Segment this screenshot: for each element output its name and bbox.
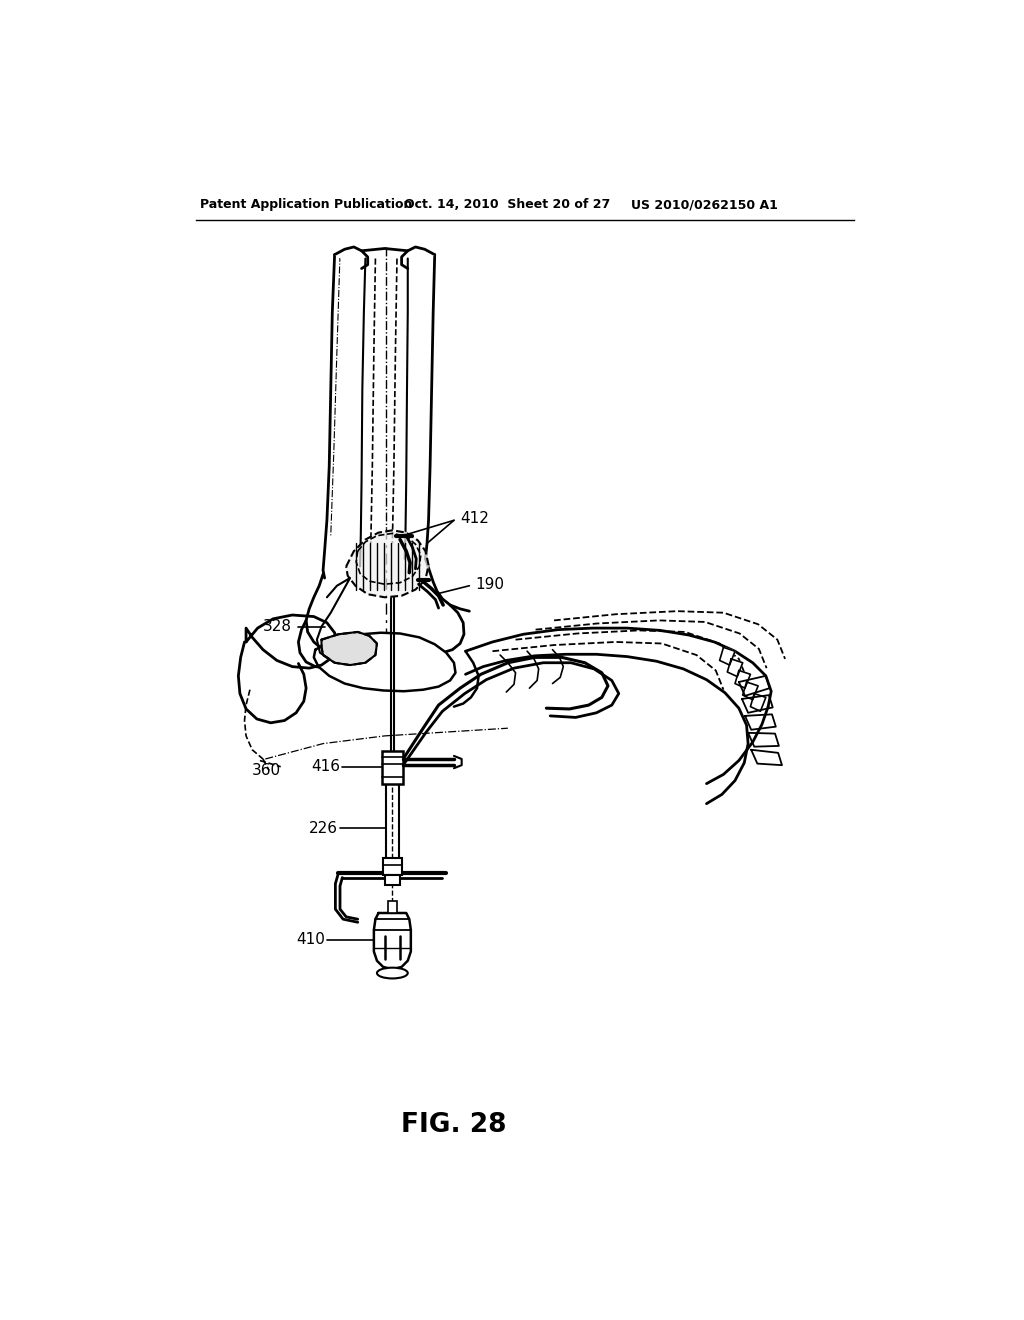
Text: 360: 360: [252, 763, 282, 777]
Polygon shape: [735, 671, 751, 688]
Text: Patent Application Publication: Patent Application Publication: [200, 198, 413, 211]
Text: 416: 416: [311, 759, 341, 775]
Polygon shape: [742, 682, 758, 700]
Ellipse shape: [377, 968, 408, 978]
Bar: [385, 874, 400, 886]
Text: US 2010/0262150 A1: US 2010/0262150 A1: [631, 198, 778, 211]
Bar: [383, 858, 401, 875]
Polygon shape: [346, 531, 429, 597]
Text: 328: 328: [263, 619, 292, 634]
Text: 410: 410: [296, 932, 325, 948]
Text: 226: 226: [309, 821, 338, 836]
Text: 190: 190: [475, 577, 505, 591]
Polygon shape: [239, 642, 306, 723]
Text: FIG. 28: FIG. 28: [401, 1111, 507, 1138]
Polygon shape: [246, 615, 337, 668]
Polygon shape: [720, 647, 735, 665]
Bar: [382, 751, 403, 784]
Polygon shape: [751, 693, 766, 711]
Polygon shape: [727, 659, 742, 677]
Text: 412: 412: [460, 511, 489, 527]
Polygon shape: [322, 632, 377, 665]
Polygon shape: [401, 247, 435, 268]
Text: Oct. 14, 2010  Sheet 20 of 27: Oct. 14, 2010 Sheet 20 of 27: [403, 198, 610, 211]
Polygon shape: [335, 247, 368, 268]
Polygon shape: [374, 913, 411, 969]
Polygon shape: [313, 632, 456, 692]
Bar: [388, 902, 397, 913]
